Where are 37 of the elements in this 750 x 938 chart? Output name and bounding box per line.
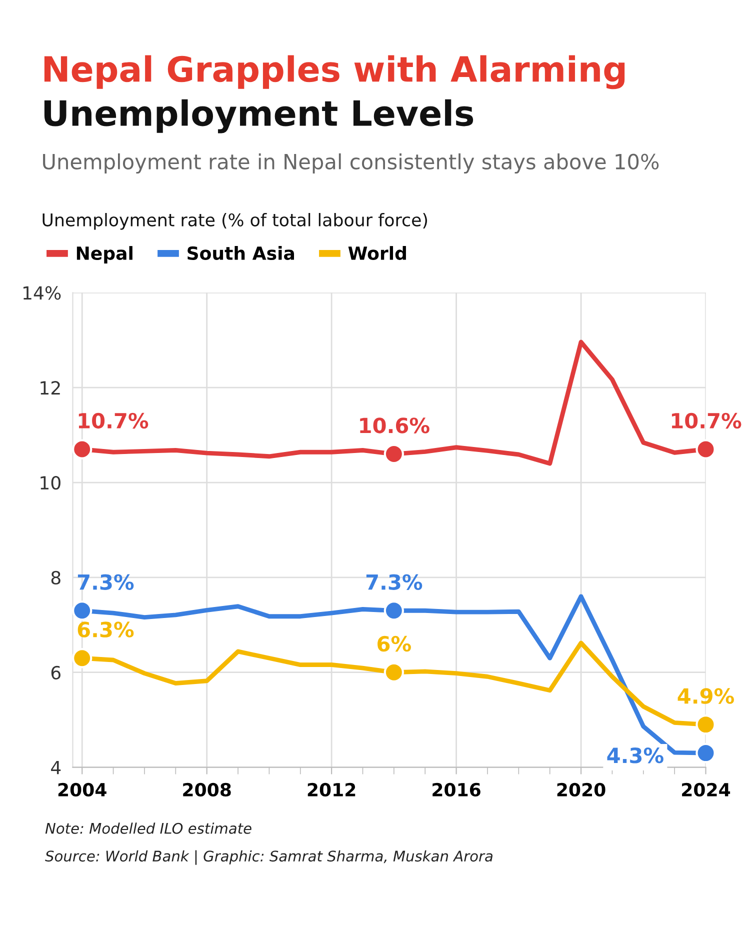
data-label: 10.6% [360, 418, 430, 434]
data-label: 10.7% [672, 412, 742, 429]
legend-label: World [348, 246, 406, 260]
x-tick-label: 2004 [58, 782, 106, 797]
data-label: 6.3% [78, 622, 134, 638]
data-label: 10.7% [78, 412, 148, 429]
y-tick-label: 6 [51, 666, 60, 680]
legend-label: South Asia [188, 246, 294, 260]
point [696, 439, 716, 460]
x-tick-label: 2020 [557, 782, 606, 797]
y-tick-label: 4 [51, 760, 61, 774]
y-tick-label: 14% [23, 286, 61, 300]
point [696, 714, 716, 735]
y-tick-label: 12 [40, 381, 60, 394]
text: Note: Modelled ILO estimate [45, 822, 252, 834]
point [72, 648, 92, 668]
point [384, 600, 404, 621]
data-label: 7.3% [366, 574, 422, 590]
point [72, 600, 92, 621]
x-tick-label: 2012 [308, 782, 356, 797]
y-axis-title: Unemployment rate (% of total labour force) [42, 213, 428, 230]
source-note: Source: World Bank | Graphic: Samrat Sharma, Muskan Arora [45, 850, 492, 865]
point [72, 439, 92, 460]
x-tick-label: 2016 [432, 782, 480, 797]
point [696, 742, 716, 764]
data-label: 4.3% [607, 748, 664, 764]
data-label: 6% [378, 636, 411, 652]
chart-subtitle: Unemployment rate in Nepal consistently stays above 10% [43, 153, 659, 174]
data-label: 4.9% [678, 688, 734, 704]
y-tick-label: 8 [51, 570, 60, 585]
data-label: 7.3% [78, 574, 134, 590]
point [384, 662, 404, 682]
legend-label: Nepal [76, 246, 132, 264]
x-tick-label: 2008 [183, 782, 231, 797]
chart-title: Nepal Grapples with Alarming Unemployment Levels [44, 55, 625, 134]
x-tick-label: 2024 [682, 782, 730, 797]
y-tick-label: 10 [40, 476, 60, 490]
